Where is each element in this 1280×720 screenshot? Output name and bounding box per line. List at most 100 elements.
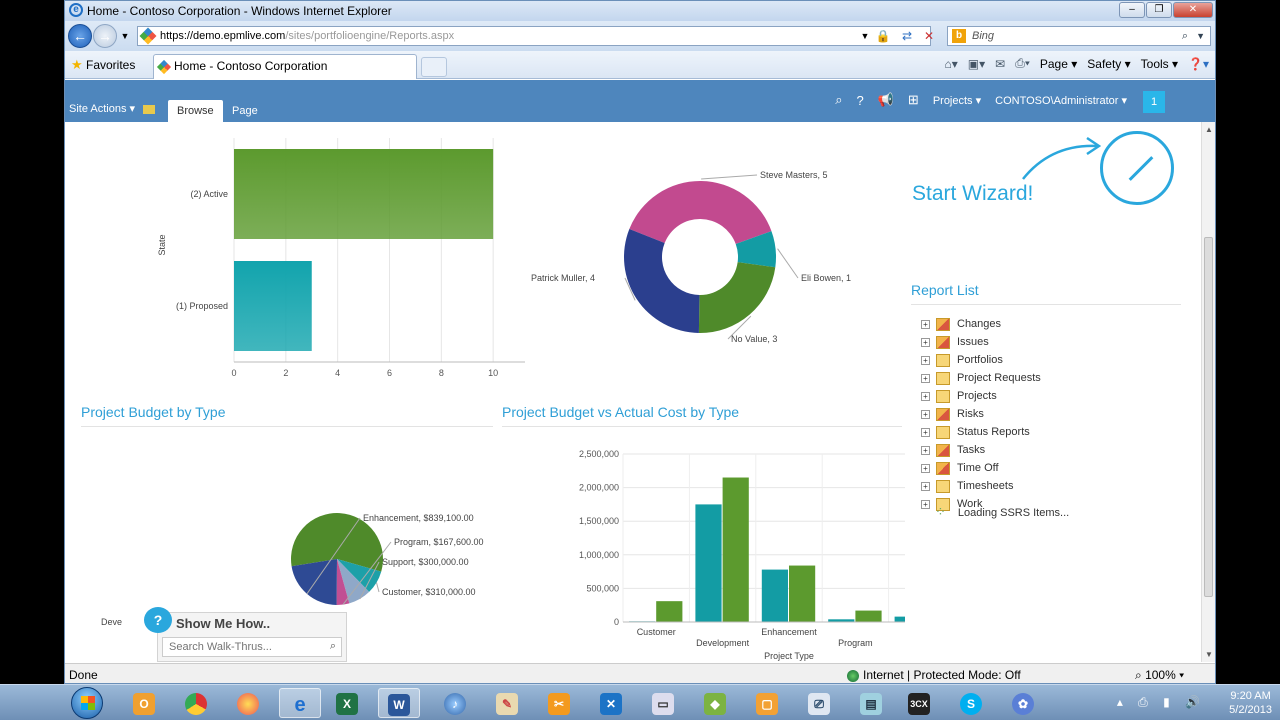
report-list-item[interactable]: + Time Off bbox=[911, 459, 1191, 477]
chrome-icon[interactable] bbox=[175, 688, 217, 718]
scroll-down-icon[interactable]: ▼ bbox=[1205, 650, 1213, 659]
user-menu[interactable]: CONTOSO\Administrator ▾ bbox=[995, 94, 1127, 107]
wizard-wand-icon[interactable] bbox=[1100, 131, 1174, 205]
mail-icon[interactable]: ✉ bbox=[995, 56, 1006, 71]
folder-app-icon[interactable]: ▢ bbox=[746, 688, 788, 718]
zoom-control[interactable]: ⌕ 100% ▾ bbox=[1135, 668, 1185, 682]
expand-icon[interactable]: + bbox=[921, 482, 930, 491]
vmware-icon[interactable]: ◆ bbox=[694, 688, 736, 718]
remote-desktop-icon[interactable]: ⎚ bbox=[798, 688, 840, 718]
expand-icon[interactable]: + bbox=[921, 446, 930, 455]
system-tray-icons[interactable]: ▴ ⎙ ▮ 🔊 bbox=[1116, 695, 1206, 709]
stop-icon[interactable]: ✕ bbox=[923, 29, 935, 43]
tools-menu[interactable]: Tools ▾ bbox=[1140, 56, 1179, 71]
report-list-item[interactable]: + Changes bbox=[911, 315, 1191, 333]
vertical-scrollbar[interactable]: ▲ ▼ bbox=[1201, 122, 1215, 662]
report-list-item[interactable]: + Issues bbox=[911, 333, 1191, 351]
site-actions-menu[interactable]: Site Actions ▾ bbox=[69, 102, 156, 115]
excel-icon[interactable]: X bbox=[326, 688, 368, 718]
tab-browse[interactable]: Browse bbox=[168, 100, 223, 122]
scroll-up-icon[interactable]: ▲ bbox=[1205, 125, 1213, 134]
slice-label: Support, $300,000.00 bbox=[382, 557, 469, 567]
scrollbar-thumb[interactable] bbox=[1204, 237, 1213, 597]
y-tick-label: 0 bbox=[614, 617, 619, 627]
leader-line bbox=[342, 541, 392, 605]
question-icon[interactable]: ? bbox=[144, 607, 172, 633]
internet-explorer-taskbar-icon[interactable]: e bbox=[279, 688, 321, 718]
report-list-item[interactable]: + Risks bbox=[911, 405, 1191, 423]
flower-app-icon[interactable]: ✿ bbox=[1002, 688, 1044, 718]
print-icon[interactable]: ⎙▾ bbox=[1015, 56, 1030, 70]
home-icon[interactable]: ⌂▾ bbox=[944, 56, 958, 71]
help-icon[interactable]: ❓▾ bbox=[1188, 56, 1209, 71]
report-list-item[interactable]: + Projects bbox=[911, 387, 1191, 405]
firefox-icon[interactable] bbox=[227, 688, 269, 718]
navigate-up-icon[interactable] bbox=[143, 104, 156, 114]
report-list-item[interactable]: + Work bbox=[911, 495, 1191, 513]
report-list-item[interactable]: + Portfolios bbox=[911, 351, 1191, 369]
tools-menu-label: Tools bbox=[1140, 56, 1169, 71]
maximize-button[interactable]: ❐ bbox=[1146, 2, 1172, 18]
url-dropdown-icon[interactable]: ▼ bbox=[860, 31, 870, 41]
status-bar: Done Internet | Protected Mode: Off ⌕ 10… bbox=[65, 663, 1215, 683]
outlook-icon[interactable]: O bbox=[123, 688, 165, 718]
clock[interactable]: 9:20 AM 5/2/2013 bbox=[1229, 689, 1272, 717]
report-list-item[interactable]: + Status Reports bbox=[911, 423, 1191, 441]
search-input[interactable]: b Bing ⌕ ▼ bbox=[947, 26, 1211, 46]
refresh-icon[interactable]: ⇄ bbox=[901, 29, 913, 43]
expand-icon[interactable]: + bbox=[921, 428, 930, 437]
report-list-item[interactable]: + Project Requests bbox=[911, 369, 1191, 387]
close-button[interactable]: ✕ bbox=[1173, 2, 1213, 18]
history-dropdown-icon[interactable]: ▼ bbox=[120, 31, 130, 41]
tools-icon[interactable]: ✕ bbox=[590, 688, 632, 718]
snipping-tool-icon[interactable]: ✂ bbox=[538, 688, 580, 718]
expand-icon[interactable]: + bbox=[921, 338, 930, 347]
expand-icon[interactable]: + bbox=[921, 410, 930, 419]
paint-icon[interactable]: ✎ bbox=[486, 688, 528, 718]
clock-time: 9:20 AM bbox=[1230, 690, 1271, 702]
projects-menu[interactable]: Projects ▾ bbox=[932, 94, 982, 107]
word-icon[interactable]: W bbox=[378, 688, 420, 718]
page-menu[interactable]: Page ▾ bbox=[1039, 56, 1078, 71]
3cx-icon[interactable]: 3CX bbox=[898, 688, 940, 718]
expand-icon[interactable]: + bbox=[921, 500, 930, 509]
minimize-button[interactable]: – bbox=[1119, 2, 1145, 18]
security-zone[interactable]: Internet | Protected Mode: Off bbox=[847, 664, 1021, 683]
search-icon[interactable]: ⌕ bbox=[835, 92, 843, 107]
skype-icon[interactable]: S bbox=[950, 688, 992, 718]
help-circle-icon[interactable]: ? bbox=[856, 92, 864, 108]
favorites-button[interactable]: ★ Favorites bbox=[71, 57, 135, 73]
list-icon bbox=[936, 372, 950, 385]
search-icon[interactable]: ⌕ bbox=[329, 640, 336, 652]
tab-page[interactable]: Page bbox=[232, 105, 258, 117]
megaphone-icon[interactable]: 📢 bbox=[877, 92, 894, 107]
start-wizard-link[interactable]: Start Wizard! bbox=[912, 182, 1034, 205]
notification-badge[interactable]: 1 bbox=[1143, 91, 1165, 113]
sitemap-icon[interactable]: ⊞ bbox=[907, 92, 919, 107]
window-app-icon[interactable]: ▭ bbox=[642, 688, 684, 718]
expand-icon[interactable]: + bbox=[921, 356, 930, 365]
report-list-item[interactable]: + Tasks bbox=[911, 441, 1191, 459]
notepad-icon[interactable]: ▤ bbox=[850, 688, 892, 718]
expand-icon[interactable]: + bbox=[921, 374, 930, 383]
forward-button[interactable]: → bbox=[93, 24, 117, 48]
new-tab-button[interactable] bbox=[421, 57, 447, 77]
pie-slice bbox=[337, 559, 382, 592]
itunes-icon[interactable]: ♪ bbox=[434, 688, 476, 718]
expand-icon[interactable]: + bbox=[921, 320, 930, 329]
search-dropdown-icon[interactable]: ▼ bbox=[1196, 31, 1205, 41]
search-icon[interactable]: ⌕ bbox=[1181, 30, 1188, 42]
safety-menu[interactable]: Safety ▾ bbox=[1087, 56, 1131, 71]
report-list-item[interactable]: + Timesheets bbox=[911, 477, 1191, 495]
expand-icon[interactable]: + bbox=[921, 464, 930, 473]
walkthru-search-input[interactable] bbox=[162, 637, 342, 657]
start-button[interactable] bbox=[71, 687, 103, 719]
browser-tab[interactable]: Home - Contoso Corporation bbox=[153, 54, 417, 79]
feeds-icon[interactable]: ▣▾ bbox=[967, 56, 986, 71]
lock-icon[interactable]: 🔒 bbox=[875, 29, 891, 43]
back-button[interactable]: ← bbox=[68, 24, 92, 48]
url-field[interactable]: https://demo.epmlive.com/sites/portfolio… bbox=[137, 26, 931, 46]
leader-line bbox=[376, 582, 380, 593]
slice-label: Patrick Muller, 4 bbox=[531, 273, 595, 283]
expand-icon[interactable]: + bbox=[921, 392, 930, 401]
